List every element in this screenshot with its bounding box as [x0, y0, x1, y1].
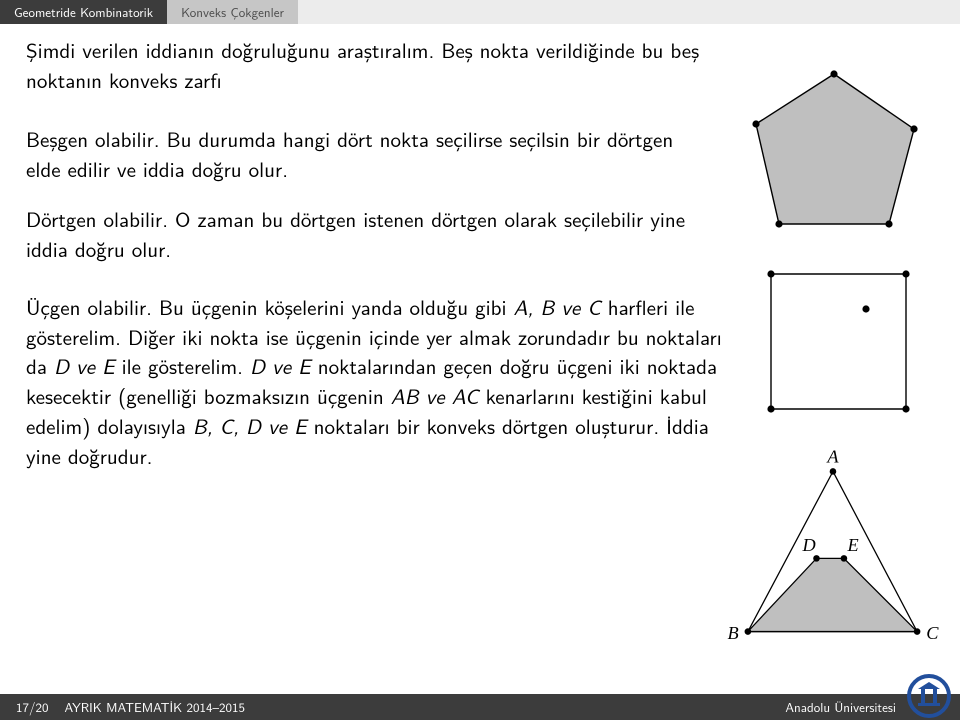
nav-section-active: Geometride Kombinatorik — [0, 0, 167, 24]
course-title: AYRIK MATEMATİK 2014–2015 — [49, 698, 246, 717]
text: ile gösterelim. — [115, 351, 250, 381]
svg-text:E: E — [846, 535, 858, 555]
text: Beşgen olabilir. Bu durumda hangi dört n… — [26, 124, 673, 184]
figure-triangle: A B C D E — [725, 444, 940, 659]
nav-subsection: Konveks Çokgenler — [167, 0, 298, 24]
figure-pentagon — [744, 64, 934, 244]
slide-body: Şimdi verilen iddianın doğruluğunu araşt… — [0, 24, 960, 472]
university-logo-icon — [906, 673, 952, 719]
footer-bar: 17/20 AYRIK MATEMATİK 2014–2015 Anadolu … — [0, 694, 960, 720]
text: Üçgen olabilir. Bu üçgenin köşelerini ya… — [26, 292, 514, 322]
var-BCDE: B, C, D ve E — [193, 411, 307, 441]
figure-square — [756, 259, 926, 429]
svg-text:C: C — [926, 623, 939, 643]
var-DE: D ve E — [54, 351, 115, 381]
var-ABC: A, B ve C — [514, 292, 601, 322]
var-DE2: D ve E — [250, 351, 311, 381]
var-ABAC: AB ve AC — [391, 381, 479, 411]
page-counter: 17/20 — [0, 698, 49, 717]
text: Şimdi verilen iddianın doğruluğunu araşt… — [26, 35, 699, 95]
svg-text:D: D — [802, 535, 816, 555]
nav-filler — [298, 0, 960, 24]
svg-text:B: B — [728, 623, 739, 643]
svg-text:A: A — [826, 446, 839, 466]
top-nav-bar: Geometride Kombinatorik Konveks Çokgenle… — [0, 0, 960, 24]
